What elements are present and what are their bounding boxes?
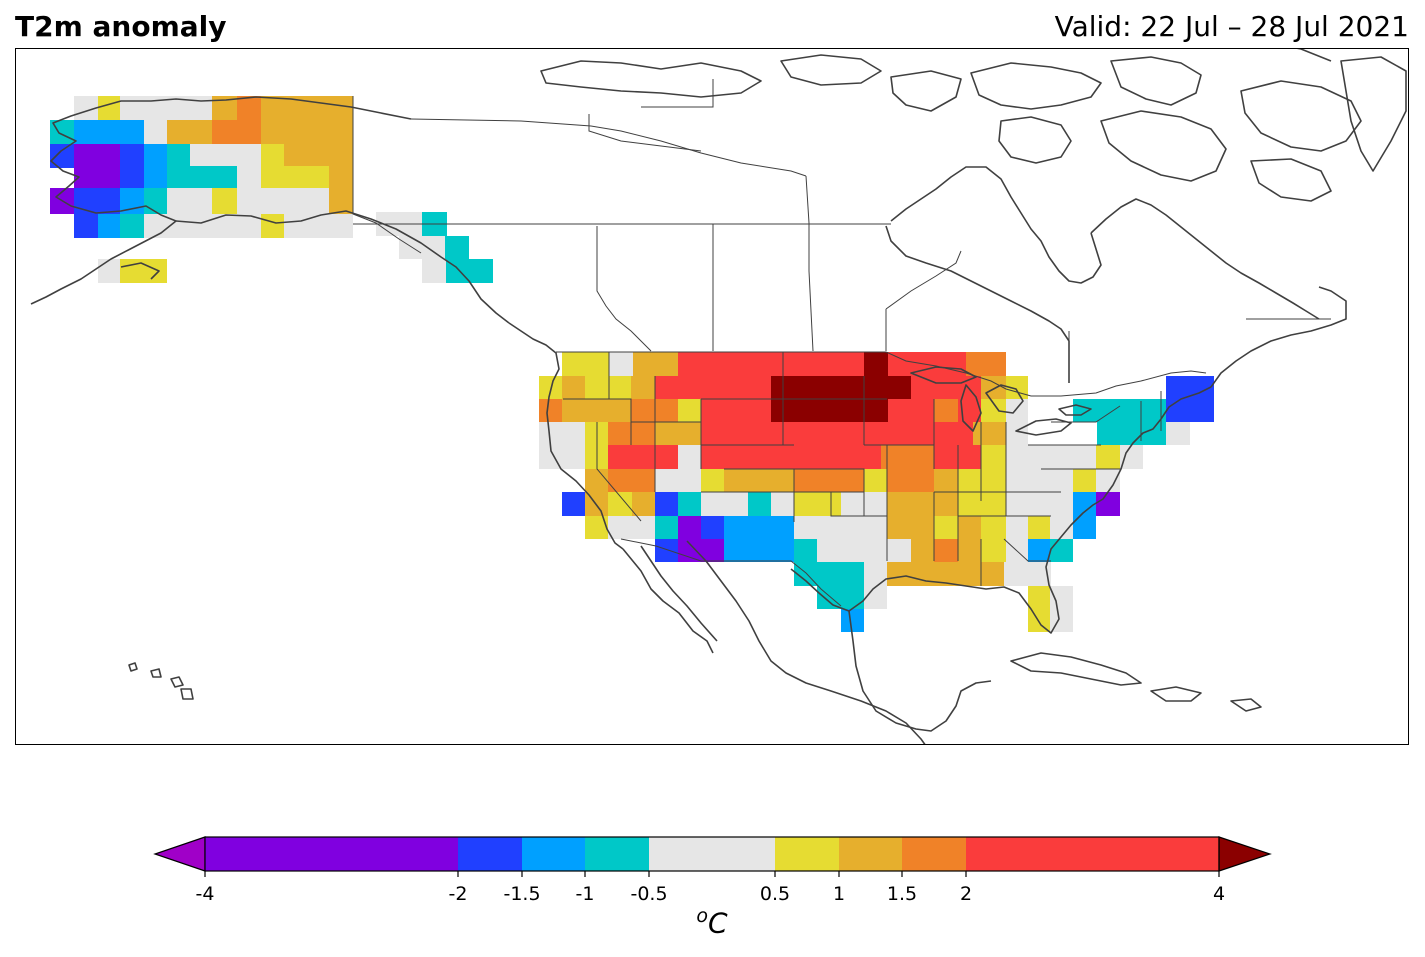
colorbar-bin-4 [649, 837, 775, 871]
colorbar-tick-label: -1.5 [503, 883, 541, 905]
colorbar-tick-label: -4 [195, 883, 215, 905]
colorbar-bin-5 [775, 837, 839, 871]
colorbar-bins [205, 837, 1219, 871]
conus-anomaly-grid [539, 352, 1214, 632]
alaska-anomaly-grid [50, 96, 353, 283]
colorbar-bin-7 [902, 837, 966, 871]
colorbar-bin-2 [522, 837, 585, 871]
colorbar-bin-1 [458, 837, 522, 871]
colorbar-under-extension [153, 836, 206, 872]
panhandle-anomaly-grid [376, 212, 493, 283]
unit-superscript: o [696, 905, 709, 927]
colorbar-bin-3 [585, 837, 649, 871]
valid-date-range: Valid: 22 Jul – 28 Jul 2021 [1054, 10, 1409, 43]
colorbar [153, 836, 1272, 877]
colorbar-tick-label: 0.5 [759, 883, 791, 905]
colorbar-ticks [204, 871, 1220, 877]
colorbar-tick-label: 2 [959, 883, 973, 905]
anomaly-map [30, 49, 1407, 744]
colorbar-tick-label: -1 [575, 883, 595, 905]
colorbar-tick-label: -2 [448, 883, 468, 905]
coastlines [30, 49, 1407, 744]
colorbar-tick-label: -0.5 [630, 883, 668, 905]
colorbar-bin-0 [205, 837, 458, 871]
political-borders [352, 79, 1331, 607]
colorbar-tick-label: 1.5 [886, 883, 918, 905]
colorbar-tick-label: 4 [1212, 883, 1226, 905]
map-panel [15, 48, 1409, 745]
colorbar-bin-8 [966, 837, 1219, 871]
colorbar-over-extension [1218, 836, 1272, 872]
colorbar-tick-label: 1 [832, 883, 846, 905]
colorbar-unit-label: oC [696, 905, 727, 939]
map-title: T2m anomaly [15, 10, 227, 43]
colorbar-bin-6 [839, 837, 902, 871]
unit-base: C [708, 906, 728, 940]
